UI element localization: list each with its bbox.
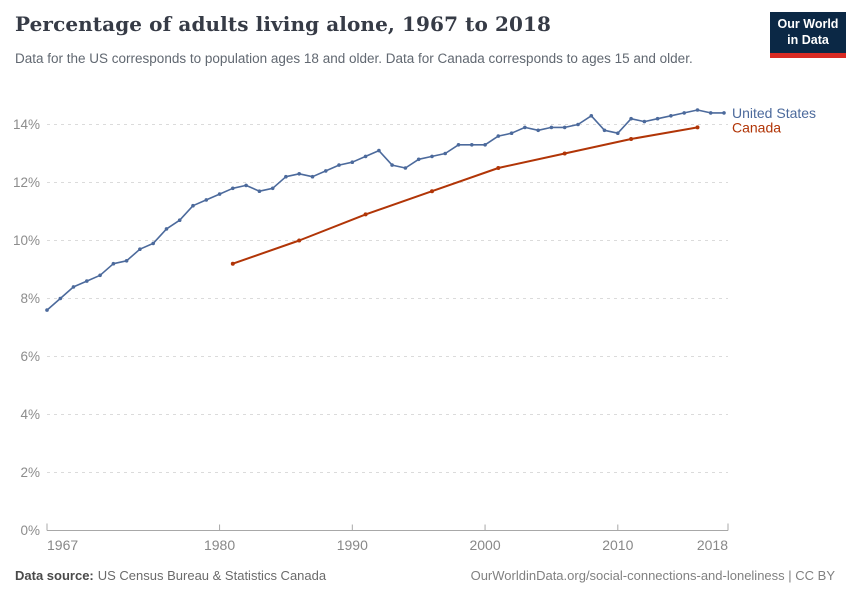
united-states-data-point [456, 143, 461, 147]
owid-credit-link[interactable]: OurWorldinData.org/social-connections-an… [470, 568, 835, 583]
united-states-data-point [257, 189, 262, 193]
united-states-data-point [270, 186, 275, 191]
united-states-data-point [58, 296, 63, 301]
united-states-data-point [616, 131, 620, 135]
x-tick-label: 2010 [602, 537, 633, 553]
united-states-data-point [602, 128, 607, 133]
y-tick-label: 0% [20, 523, 40, 538]
united-states-data-point [536, 128, 540, 133]
united-states-data-point [138, 247, 142, 251]
united-states-line[interactable] [46, 109, 725, 311]
united-states-data-point [71, 285, 76, 289]
united-states-data-point [363, 154, 368, 159]
united-states-data-point [549, 125, 554, 130]
canada-data-point [562, 151, 567, 156]
data-source-note: Data source: US Census Bureau & Statistic… [15, 568, 326, 583]
canada-data-point [496, 166, 501, 170]
united-states-data-point [297, 172, 302, 176]
united-states-data-point [324, 169, 328, 173]
united-states-data-point [629, 116, 633, 121]
united-states-data-point [310, 174, 315, 179]
owid-logo-line2: in Data [787, 32, 829, 47]
chart-subtitle: Data for the US corresponds to populatio… [15, 51, 693, 66]
united-states-data-point [98, 273, 102, 278]
x-tick-label: 2018 [697, 537, 728, 553]
owid-logo[interactable]: Our World in Data [770, 12, 846, 58]
x-tick-label: 2000 [469, 537, 500, 553]
united-states-data-point [443, 151, 448, 156]
united-states-data-point [111, 261, 116, 266]
canada-data-point [230, 261, 235, 266]
united-states-data-point [722, 111, 726, 115]
united-states-data-point [589, 114, 594, 118]
united-states-data-point [231, 186, 235, 191]
united-states-data-point [217, 192, 222, 196]
united-states-data-point [350, 160, 355, 164]
united-states-data-point [416, 157, 421, 162]
y-tick-label: 8% [20, 291, 40, 306]
united-states-data-point [576, 122, 580, 127]
united-states-data-point [85, 279, 89, 283]
united-states-data-point [191, 203, 195, 208]
canada-data-point [430, 189, 434, 194]
y-tick-label: 6% [20, 349, 40, 364]
united-states-data-point [284, 174, 288, 179]
canada-data-point [363, 212, 368, 217]
data-source-label: Data source: [15, 568, 94, 583]
united-states-data-point [655, 116, 660, 121]
y-tick-label: 2% [20, 465, 40, 480]
united-states-data-point [177, 218, 182, 222]
united-states-data-point [390, 163, 394, 167]
united-states-data-point [164, 227, 169, 231]
united-states-data-point [151, 241, 155, 246]
united-states-data-point [403, 166, 408, 170]
united-states-data-point [377, 148, 381, 153]
united-states-data-point [337, 163, 341, 167]
legend-label-canada[interactable]: Canada [732, 119, 781, 135]
united-states-data-point [642, 119, 647, 124]
y-tick-label: 14% [13, 117, 40, 132]
united-states-data-point [244, 183, 248, 188]
data-source-value: US Census Bureau & Statistics Canada [97, 568, 327, 583]
canada-data-point [629, 137, 634, 141]
page-title: Percentage of adults living alone, 1967 … [15, 12, 552, 36]
united-states-data-point [708, 111, 713, 115]
united-states-data-point [430, 154, 434, 159]
united-states-data-point [45, 308, 49, 312]
y-tick-label: 12% [13, 175, 40, 190]
united-states-data-point [204, 198, 209, 202]
canada-data-point [695, 125, 700, 130]
x-tick-label: 1980 [204, 537, 235, 553]
united-states-data-point [509, 131, 514, 135]
canada-data-point [297, 238, 302, 243]
united-states-data-point [695, 108, 700, 112]
united-states-data-point [496, 134, 501, 138]
united-states-data-point [470, 143, 474, 147]
united-states-data-point [124, 259, 129, 263]
united-states-data-point [562, 125, 567, 130]
united-states-data-point [682, 111, 686, 115]
y-tick-label: 4% [20, 407, 40, 422]
legend-label-united-states[interactable]: United States [732, 105, 816, 121]
y-tick-label: 10% [13, 233, 40, 248]
united-states-data-point [523, 125, 527, 130]
owid-logo-line1: Our World [777, 16, 839, 31]
united-states-data-point [669, 114, 673, 118]
x-tick-label: 1967 [47, 537, 78, 553]
united-states-data-point [483, 143, 487, 147]
x-tick-label: 1990 [337, 537, 368, 553]
canada-line[interactable] [231, 126, 699, 265]
